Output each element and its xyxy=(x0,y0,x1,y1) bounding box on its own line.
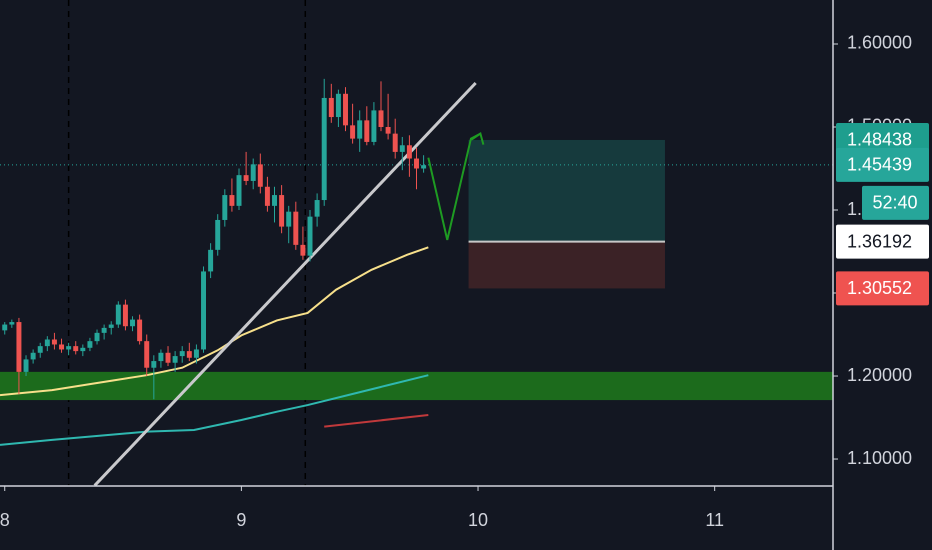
candle-body xyxy=(201,271,207,350)
line xyxy=(0,246,429,397)
support-zone xyxy=(0,371,833,401)
line xyxy=(93,81,477,487)
candle-body xyxy=(193,349,199,358)
x-tick-label: 8 xyxy=(0,510,10,530)
candle-body xyxy=(250,164,256,181)
candle-body xyxy=(66,346,72,350)
candle-body xyxy=(321,97,327,201)
candle-body xyxy=(378,110,384,127)
candle-body xyxy=(399,145,405,152)
line xyxy=(324,414,429,428)
candle-body xyxy=(23,359,29,372)
candle-body xyxy=(51,339,57,345)
candle-body xyxy=(44,339,50,347)
y-tick-label: 1.20000 xyxy=(847,365,912,385)
candle-body xyxy=(385,126,391,134)
countdown-bg xyxy=(862,185,929,220)
candle-body xyxy=(215,219,221,250)
candle-body xyxy=(392,133,398,152)
candle-body xyxy=(16,322,22,372)
candle-body xyxy=(137,319,143,342)
countdown: 52:40 xyxy=(872,193,917,213)
candle-body xyxy=(144,341,150,368)
candle-body xyxy=(257,164,263,187)
arrow-head xyxy=(470,132,485,145)
candle-body xyxy=(357,120,363,139)
x-tick-label: 11 xyxy=(705,510,724,530)
candle-body xyxy=(122,304,128,327)
candle-body xyxy=(158,352,164,362)
candle-body xyxy=(179,351,185,357)
candle-body xyxy=(87,341,93,348)
candle-body xyxy=(343,93,348,126)
loss-zone xyxy=(468,241,665,289)
candle-body xyxy=(328,97,334,118)
candle-body xyxy=(371,110,377,142)
price-label: 1.30552 xyxy=(847,278,912,298)
candle-body xyxy=(421,165,427,169)
price-label-bg xyxy=(836,271,929,306)
candle-body xyxy=(101,327,107,333)
candle-body xyxy=(264,186,270,206)
candle-body xyxy=(314,200,320,217)
x-tick-label: 10 xyxy=(468,510,488,530)
candle-body xyxy=(307,216,313,256)
price-label: 1.36192 xyxy=(847,231,912,251)
candle-body xyxy=(272,195,277,206)
price-label-bg xyxy=(836,224,929,259)
candle-body xyxy=(108,324,114,328)
candle-body xyxy=(130,319,136,327)
candle-body xyxy=(80,347,86,352)
candle-body xyxy=(222,195,228,220)
y-tick-label: 1.10000 xyxy=(847,448,912,468)
candle-body xyxy=(335,93,341,118)
candle-body xyxy=(279,195,285,227)
candle-body xyxy=(115,304,121,325)
candle-body xyxy=(208,249,214,272)
candle-body xyxy=(37,346,43,353)
profit-zone xyxy=(468,139,665,242)
candle-body xyxy=(165,352,171,363)
candle-body xyxy=(243,175,249,181)
candle-body xyxy=(293,211,299,245)
price-label: 1.45439 xyxy=(847,155,912,175)
candle-body xyxy=(151,361,157,368)
line xyxy=(0,374,429,446)
candle-body xyxy=(286,211,292,227)
candle-body xyxy=(30,352,36,360)
price-label: 1.48438 xyxy=(847,130,912,150)
candle-body xyxy=(350,125,356,139)
candle-body xyxy=(364,120,370,142)
candle-body xyxy=(172,356,178,363)
candle-body xyxy=(73,346,79,352)
candle-body xyxy=(300,244,306,256)
candle-body xyxy=(186,351,192,358)
candle-body xyxy=(414,158,419,169)
candle-body xyxy=(2,324,8,331)
time-axis xyxy=(0,486,833,550)
candle-body xyxy=(59,344,65,350)
price-label-bg xyxy=(836,147,929,182)
x-tick-label: 9 xyxy=(236,510,246,530)
candle-body xyxy=(229,195,235,206)
y-tick-label: 1.60000 xyxy=(847,33,912,53)
candle-body xyxy=(9,322,15,325)
candle-body xyxy=(236,175,242,206)
candle-body xyxy=(406,145,412,159)
candle-body xyxy=(94,332,100,342)
